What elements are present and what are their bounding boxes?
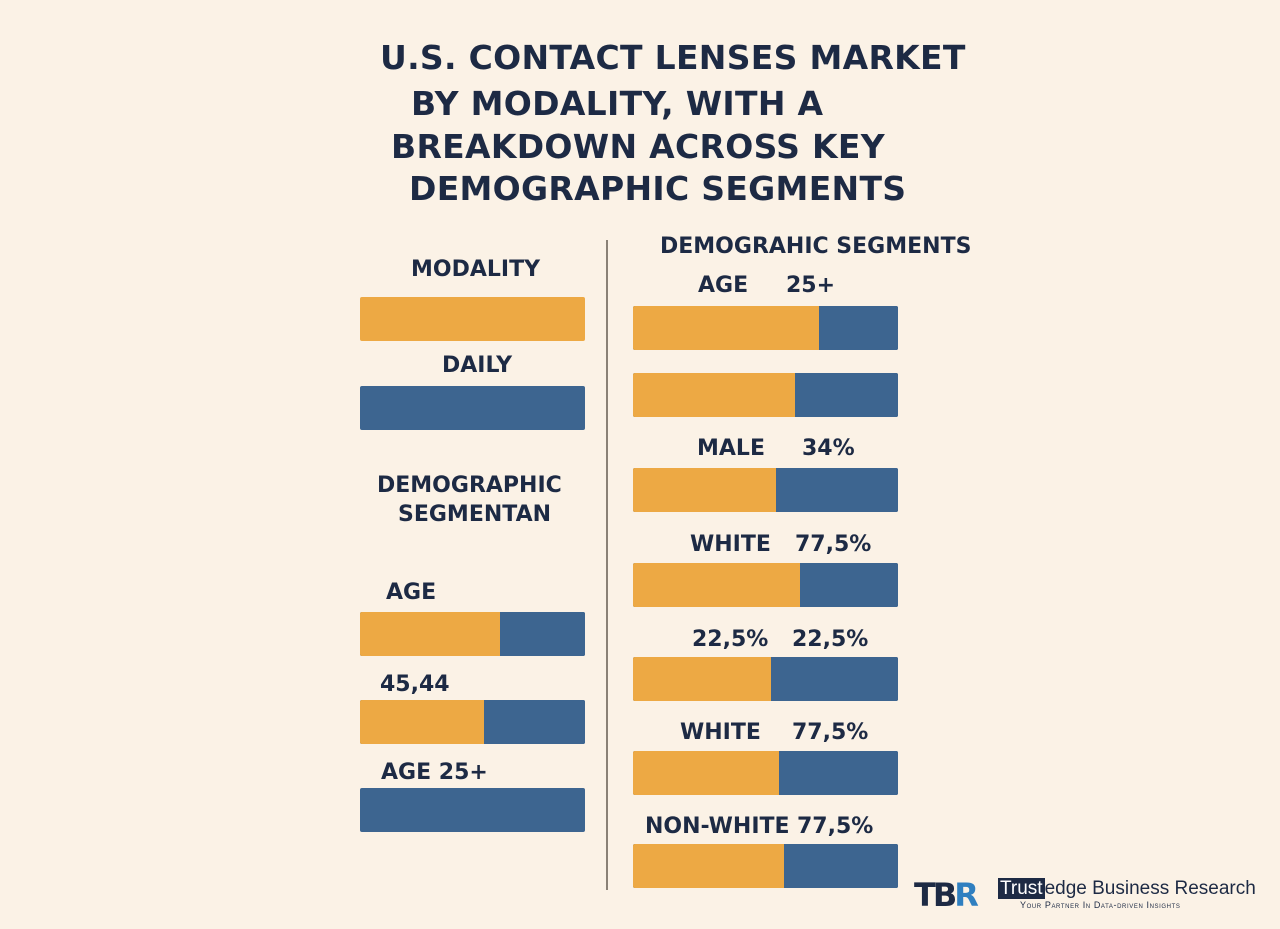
right-row-label: NON-WHITE	[645, 814, 790, 839]
right-bar-orange-segment	[633, 844, 785, 888]
right-bar-blue-segment	[799, 563, 898, 607]
right-row-value: 77,5%	[795, 532, 872, 557]
right-bar-blue-segment	[818, 306, 898, 350]
right-bar-blue-segment	[794, 373, 898, 417]
title-line-1: U.S. CONTACT LENSES MARKET	[380, 38, 966, 77]
right-bar	[633, 844, 898, 888]
right-heading: DEMOGRAHIC SEGMENTS	[660, 234, 972, 259]
right-bar-blue-segment	[784, 844, 898, 888]
left-bar-blue-segment	[499, 612, 585, 656]
left-bar	[360, 612, 585, 656]
right-bar	[633, 563, 898, 607]
left-bar-blue-segment	[483, 700, 585, 744]
title-line-3: BREAKDOWN ACROSS KEY	[391, 127, 885, 166]
right-bar-orange-segment	[633, 751, 779, 795]
logo-brand-name: Trust edge Business Research	[998, 878, 1256, 899]
right-row-label: MALE	[697, 436, 765, 461]
right-bar	[633, 468, 898, 512]
title-line-4: DEMOGRAPHIC SEGMENTS	[409, 169, 907, 208]
left-label-age: AGE	[386, 580, 437, 605]
right-bar	[633, 306, 898, 350]
right-bar-orange-segment	[633, 657, 771, 701]
right-row-value: 25+	[786, 273, 836, 298]
left-bar-orange-segment	[360, 700, 484, 744]
right-bar	[633, 657, 898, 701]
right-bar-blue-segment	[776, 468, 898, 512]
left-bar-orange-segment	[360, 297, 585, 341]
right-bar-orange-segment	[633, 563, 800, 607]
panel-divider	[606, 240, 608, 890]
left-bar	[360, 788, 585, 832]
left-bar	[360, 700, 585, 744]
left-label-4544: 45,44	[380, 672, 450, 697]
left-label-daily: DAILY	[442, 353, 512, 378]
logo-tagline: Your Partner In Data-driven Insights	[1020, 900, 1181, 910]
right-bar-orange-segment	[633, 373, 795, 417]
right-row-label: WHITE	[690, 532, 771, 557]
right-bar-blue-segment	[770, 657, 898, 701]
left-bar	[360, 297, 585, 341]
right-row-label: WHITE	[680, 720, 761, 745]
right-bar-orange-segment	[633, 468, 777, 512]
brand-logo: TBR Trust edge Business Research Your Par…	[914, 874, 1274, 914]
left-heading-modality: MODALITY	[411, 257, 541, 282]
right-bar-orange-segment	[633, 306, 819, 350]
left-bar-blue-segment	[360, 386, 585, 430]
left-bar	[360, 386, 585, 430]
left-heading-demographic-2: SEGMENTAN	[398, 502, 552, 527]
right-row-value: 77,5%	[797, 814, 874, 839]
left-bar-blue-segment	[360, 788, 585, 832]
left-label-age25: AGE 25+	[381, 760, 488, 785]
left-bar-orange-segment	[360, 612, 500, 656]
right-bar	[633, 751, 898, 795]
right-row-value: 77,5%	[792, 720, 869, 745]
left-heading-demographic-1: DEMOGRAPHIC	[377, 473, 562, 498]
logo-mark-icon: TBR	[914, 876, 979, 914]
right-row-value: 22,5%	[792, 627, 869, 652]
title-line-2: BY MODALITY, WITH A	[411, 84, 824, 123]
right-bar	[633, 373, 898, 417]
right-bar-blue-segment	[778, 751, 898, 795]
right-row-label: 22,5%	[692, 627, 769, 652]
right-row-value: 34%	[802, 436, 855, 461]
right-row-label: AGE	[698, 273, 749, 298]
